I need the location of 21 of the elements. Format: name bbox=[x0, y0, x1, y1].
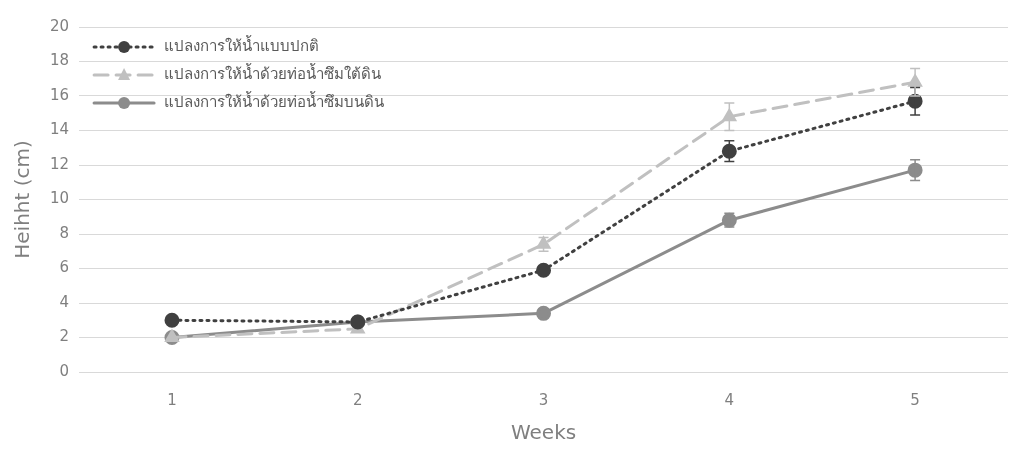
legend-label: แปลงการให้น้ำด้วยท่อน้ำซึมใต้ดิน bbox=[164, 62, 382, 83]
y-tick-label: 0 bbox=[59, 361, 70, 380]
y-tick-label: 4 bbox=[59, 292, 70, 311]
y-tick-label: 2 bbox=[59, 327, 70, 346]
y-tick-label: 6 bbox=[59, 258, 70, 277]
x-tick-label: 1 bbox=[167, 390, 177, 409]
x-tick-label: 2 bbox=[352, 390, 363, 409]
legend-label: แปลงการให้น้ำด้วยท่อน้ำซึมบนดิน bbox=[164, 90, 385, 111]
y-tick-label: 18 bbox=[49, 51, 70, 70]
legend-label: แปลงการให้น้ำแบบปกติ bbox=[164, 34, 320, 55]
y-tick-label: 10 bbox=[49, 189, 70, 208]
y-tick-label: 8 bbox=[59, 223, 70, 242]
y-tick-label: 16 bbox=[49, 85, 70, 104]
y-tick-label: 20 bbox=[49, 16, 70, 35]
x-tick-label: 5 bbox=[910, 390, 920, 409]
y-axis-title: Heihht (cm) bbox=[10, 140, 35, 259]
x-tick-label: 4 bbox=[724, 390, 735, 409]
x-tick-label: 3 bbox=[538, 390, 549, 409]
y-tick-label: 12 bbox=[49, 154, 70, 173]
y-tick-label: 14 bbox=[49, 120, 70, 139]
x-axis-title: Weeks bbox=[510, 420, 577, 445]
